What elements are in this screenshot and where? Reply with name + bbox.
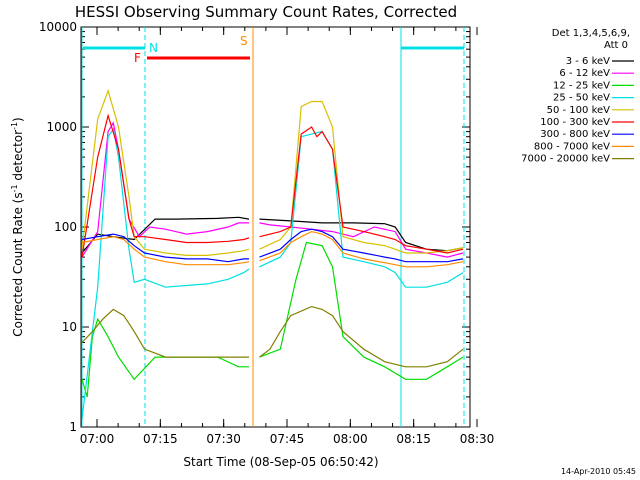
series-line-1 (81, 216, 464, 254)
x-tick-label: 07:30 (206, 432, 241, 446)
x-tick-label: 08:30 (460, 432, 495, 446)
legend-entry-label: 25 - 50 keV (553, 93, 610, 104)
y-tick-label: 1 (69, 420, 77, 434)
state-markers: N F S (81, 27, 465, 427)
series-line-5 (81, 88, 464, 256)
x-axis-ticks: 07:00 07:15 07:30 07:45 08:00 08:15 08:30 (80, 27, 495, 446)
legend-entry-label: 50 - 100 keV (547, 105, 611, 116)
legend-entry-label: 800 - 7000 keV (534, 141, 610, 152)
x-tick-label: 08:15 (396, 432, 431, 446)
y-axis-label-mid: detector (11, 130, 25, 185)
y-tick-label: 100 (54, 220, 77, 234)
chart-title: HESSI Observing Summary Count Rates, Cor… (75, 3, 457, 21)
legend-entry-label: 3 - 6 keV (566, 56, 610, 67)
series-line-3 (81, 241, 464, 398)
y-axis-label-sup2: -1 (10, 122, 19, 130)
x-axis-label: Start Time (08-Sep-05 06:50:42) (183, 455, 378, 469)
annotation-s: S (240, 34, 248, 48)
y-tick-label: 1000 (46, 120, 77, 134)
y-axis-label-end: ) (11, 117, 25, 122)
footer-date: 14-Apr-2010 05:45 (561, 467, 636, 476)
x-tick-label: 07:15 (143, 432, 178, 446)
series-line-7 (81, 228, 464, 263)
legend-entry-label: 100 - 300 keV (540, 117, 610, 128)
y-axis-label: Corrected Count Rate (s-1 detector-1) (10, 117, 25, 336)
x-tick-label: 07:45 (270, 432, 305, 446)
x-tick-label: 07:00 (80, 432, 115, 446)
series-group (81, 88, 464, 420)
legend-title-1: Det 1,3,4,5,6,9, (552, 28, 630, 39)
x-tick-label: 08:00 (333, 432, 368, 446)
legend-title-2: Att 0 (604, 40, 628, 51)
y-tick-label: 10 (62, 320, 77, 334)
y-axis-ticks: 1 10 100 1000 10000 (39, 20, 470, 434)
y-axis-label-sup1: -1 (10, 184, 19, 192)
y-axis-label-main: Corrected Count Rate (s (11, 192, 25, 336)
series-line-6 (81, 113, 464, 258)
y-tick-label: 10000 (39, 20, 77, 34)
series-line-4 (81, 127, 464, 420)
legend-entry-label: 7000 - 20000 keV (521, 154, 610, 165)
annotation-f: F (134, 51, 141, 65)
legend-entry-label: 6 - 12 keV (559, 68, 610, 79)
legend-entry-label: 300 - 800 keV (540, 129, 610, 140)
legend-entry-label: 12 - 25 keV (553, 80, 610, 91)
annotation-n: N (149, 41, 158, 55)
series-line-8 (81, 230, 464, 268)
series-line-9 (81, 305, 464, 368)
